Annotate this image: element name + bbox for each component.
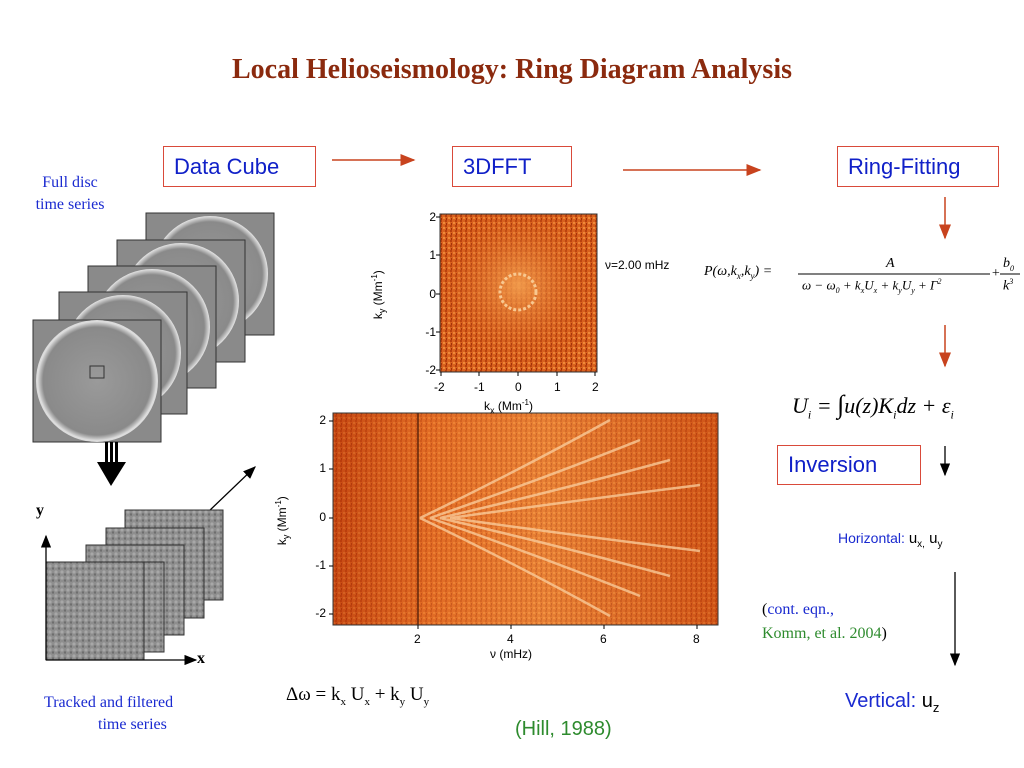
komm-reference: Komm, et al. 2004 xyxy=(762,625,882,642)
small-ytick: 2 xyxy=(429,210,436,224)
cont-eqn-text: cont. eqn., xyxy=(767,601,834,618)
big-ytick: 0 xyxy=(319,510,326,524)
full-disc-label: Full disc time series xyxy=(20,172,120,216)
big-ylabel-sub: y xyxy=(281,534,292,540)
full-disc-stack xyxy=(32,212,275,443)
ring-fitting-box: Ring-Fitting xyxy=(837,146,999,187)
ringfit-lhs-text: P(ω,k xyxy=(704,264,737,279)
inversion-box: Inversion xyxy=(777,445,921,485)
tracked-stack xyxy=(40,509,224,666)
hill-reference: (Hill, 1988) xyxy=(515,718,612,740)
big-xtick: 6 xyxy=(600,632,607,646)
data-cube-box: Data Cube xyxy=(163,146,316,187)
small-plot-yticks: 2 1 0 -1 -2 xyxy=(422,208,436,378)
full-disc-line1: Full disc xyxy=(42,174,98,191)
ringfit-eq-k: k3 xyxy=(1003,277,1014,294)
small-ytick: -1 xyxy=(425,325,436,339)
integral-u: U xyxy=(792,393,808,418)
small-ring-plot xyxy=(436,213,598,376)
small-xlabel-unit: (Mm xyxy=(494,399,522,413)
small-xlabel-k: k xyxy=(484,399,490,413)
small-xlabel-sub: x xyxy=(490,405,495,416)
delta-omega-equation: Δω = kx Ux + ky Uy xyxy=(286,684,430,708)
horizontal-label: Horizontal: xyxy=(838,530,905,546)
big-plot-ylabel: ky (Mm-1) xyxy=(273,496,292,546)
small-xlabel-sup: -1 xyxy=(521,398,529,407)
big-xtick: 8 xyxy=(693,632,700,646)
small-plot-xticks: -2 -1 0 1 2 xyxy=(430,380,610,396)
ringfit-b-text: b xyxy=(1003,256,1010,271)
big-plot-xticks: 2 4 6 8 xyxy=(400,632,720,648)
ringfit-k-text: k xyxy=(1003,278,1010,294)
ringfit-eq-den: ω − ω0 + kxUx + kyUy + Γ2 xyxy=(802,277,942,295)
horizontal-result: Horizontal: ux, uy xyxy=(838,530,943,550)
small-ylabel-k: k xyxy=(370,313,385,320)
integral-equation: Ui = ∫u(z)Kidz + εi xyxy=(792,390,954,422)
small-ylabel-sup: -1 xyxy=(369,274,379,282)
small-xtick: 0 xyxy=(515,380,522,394)
small-ytick: 0 xyxy=(429,287,436,301)
big-ridge-plot xyxy=(329,412,719,629)
big-xtick: 4 xyxy=(507,632,514,646)
vertical-result: Vertical: uz xyxy=(845,690,939,715)
small-xtick: 1 xyxy=(554,380,561,394)
ringfit-eq-num: A xyxy=(886,256,895,271)
full-disc-line2: time series xyxy=(35,196,105,213)
axis-x-label: x xyxy=(197,650,205,667)
small-plot-ylabel: ky (Mm-1) xyxy=(369,270,388,320)
cont-close-paren: ) xyxy=(881,625,887,642)
vertical-label: Vertical: xyxy=(845,690,917,712)
small-ylabel-unit: (Mm xyxy=(370,281,385,309)
cont-open-paren: ( xyxy=(762,601,768,618)
big-ylabel-unit: (Mm xyxy=(274,507,289,535)
cont-eqn-note: (cont. eqn., Komm, et al. 2004) xyxy=(762,598,887,646)
big-ylabel-sup: -1 xyxy=(273,500,283,508)
big-xtick: 2 xyxy=(414,632,421,646)
small-ylabel-sub: y xyxy=(377,308,388,314)
small-ytick: -2 xyxy=(425,363,436,377)
small-xtick: 2 xyxy=(592,380,599,394)
big-ylabel-k: k xyxy=(274,539,289,546)
small-plot-xlabel: kx (Mm-1) xyxy=(484,398,533,416)
vertical-sub: z xyxy=(932,700,940,715)
small-plot-freq: ν=2.00 mHz xyxy=(605,258,670,272)
tracked-line1: Tracked and filtered xyxy=(44,694,174,711)
big-plot-yticks: 2 1 0 -1 -2 xyxy=(312,413,326,628)
down-arrow xyxy=(97,442,126,486)
tracked-line2: time series xyxy=(98,716,167,733)
big-ytick: 2 xyxy=(319,413,326,427)
delta-omega-text: Δω = k xyxy=(286,684,341,705)
big-ytick: -2 xyxy=(315,606,326,620)
ringfit-den-text: ω − ω xyxy=(802,277,836,293)
arrow-tracked-to-fft xyxy=(207,466,256,513)
small-ytick: 1 xyxy=(429,248,436,262)
small-xtick: -2 xyxy=(434,380,445,394)
ringfit-eq-lhs: P(ω,kx,ky) = xyxy=(704,264,773,281)
fft-box: 3DFFT xyxy=(452,146,572,187)
axis-y-label: y xyxy=(36,502,44,519)
horizontal-vars: u xyxy=(908,530,918,547)
big-ytick: 1 xyxy=(319,461,326,475)
vertical-var: u xyxy=(921,690,933,712)
big-plot-xlabel: ν (mHz) xyxy=(490,647,532,661)
big-ytick: -1 xyxy=(315,558,326,572)
page-title: Local Helioseismology: Ring Diagram Anal… xyxy=(232,54,792,85)
small-xtick: -1 xyxy=(474,380,485,394)
ringfit-eq-b: b0 xyxy=(1003,256,1014,273)
tracked-label: Tracked and filtered time series xyxy=(30,692,230,736)
